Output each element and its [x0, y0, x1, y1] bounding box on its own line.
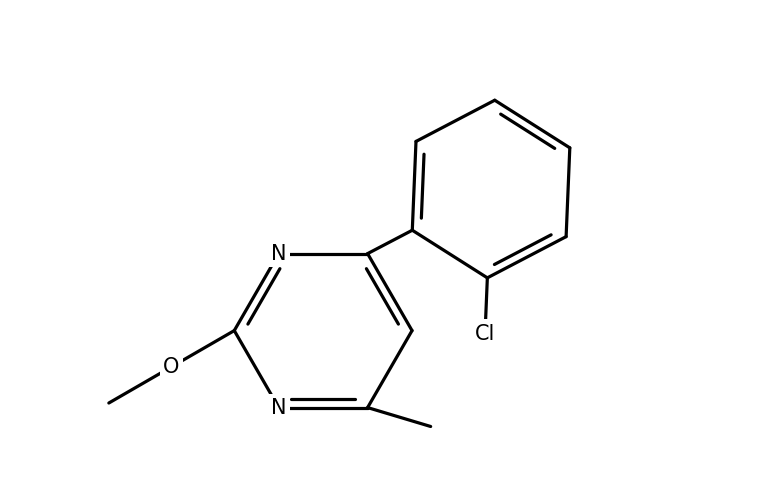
Text: O: O [163, 357, 180, 377]
Text: Cl: Cl [475, 324, 496, 344]
Text: N: N [271, 244, 286, 264]
Text: N: N [271, 397, 286, 417]
